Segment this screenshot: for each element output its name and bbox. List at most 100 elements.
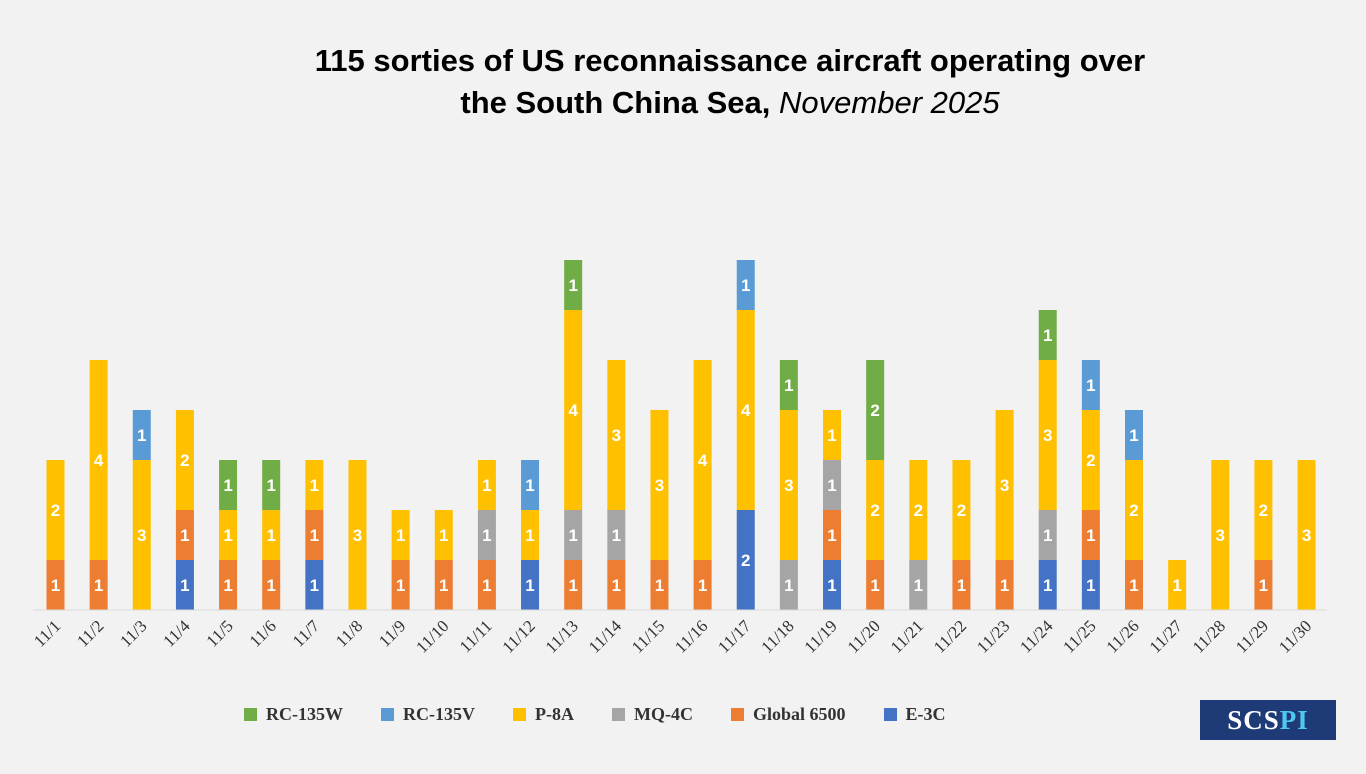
data-label-global-6500-11-23: 1 <box>1000 576 1009 595</box>
legend-item-rc-135v: RC-135V <box>381 704 475 725</box>
x-tick-11-22: 11/22 <box>930 616 970 656</box>
data-label-p-8a-11-11: 1 <box>482 476 491 495</box>
data-label-global-6500-11-9: 1 <box>396 576 405 595</box>
bar-e-3c-11-19 <box>823 560 842 610</box>
data-label-p-8a-11-21: 2 <box>914 501 923 520</box>
bar-e-3c-11-12 <box>521 560 540 610</box>
logo-main: SCS <box>1227 704 1280 735</box>
data-label-global-6500-11-2: 1 <box>94 576 103 595</box>
bar-rc-135v-11-12 <box>521 460 540 510</box>
bar-p-8a-11-11 <box>477 460 496 510</box>
data-label-global-6500-11-20: 1 <box>870 576 879 595</box>
data-label-rc-135v-11-25: 1 <box>1086 376 1095 395</box>
x-tick-11-24: 11/24 <box>1016 616 1057 657</box>
data-label-mq-4c-11-18: 1 <box>784 576 793 595</box>
bar-mq-4c-11-18 <box>779 560 798 610</box>
legend-swatch-e-3c <box>883 708 897 721</box>
data-label-p-8a-11-27: 1 <box>1172 576 1181 595</box>
data-label-mq-4c-11-24: 1 <box>1043 526 1052 545</box>
data-label-global-6500-11-29: 1 <box>1259 576 1268 595</box>
bar-global-6500-11-29 <box>1254 560 1273 610</box>
bar-p-8a-11-25 <box>1081 410 1100 510</box>
x-tick-11-27: 11/27 <box>1146 616 1187 657</box>
bar-mq-4c-11-11 <box>477 510 496 560</box>
data-label-rc-135w-11-24: 1 <box>1043 326 1052 345</box>
data-label-mq-4c-11-13: 1 <box>568 526 577 545</box>
data-label-global-6500-11-16: 1 <box>698 576 707 595</box>
bar-global-6500-11-14 <box>607 560 626 610</box>
bar-global-6500-11-2 <box>89 560 108 610</box>
bars-group: 1 2 1 4 3 1 1 1 2 1 1 1 1 1 1 1 1 1 3 1 1 1 1 1 1 1 1 1 1 1 1 4 1 1 1 3 1 3 1 4… <box>46 260 1316 610</box>
bar-p-8a-11-2 <box>89 360 108 560</box>
x-tick-11-21: 11/21 <box>887 616 927 656</box>
data-label-p-8a-11-3: 3 <box>137 526 146 545</box>
data-label-p-8a-11-14: 3 <box>612 426 621 445</box>
legend-swatch-rc-135v <box>381 708 394 721</box>
x-tick-11-23: 11/23 <box>973 616 1013 656</box>
x-tick-11-12: 11/12 <box>498 616 538 656</box>
title-line-2: the South China Sea, November 2025 <box>0 82 1366 124</box>
legend-swatch-p-8a <box>513 708 526 721</box>
data-label-e-3c-11-19: 1 <box>827 576 836 595</box>
bar-global-6500-11-20 <box>866 560 885 610</box>
title-line-2-main: the South China Sea, <box>460 85 780 120</box>
bar-p-8a-11-23 <box>995 410 1014 560</box>
title-line-1: 115 sorties of US reconnaissance aircraf… <box>314 43 1146 78</box>
data-label-p-8a-11-9: 1 <box>396 526 405 545</box>
data-label-rc-135v-11-3: 1 <box>137 426 146 445</box>
data-label-global-6500-11-22: 1 <box>957 576 966 595</box>
data-label-rc-135w-11-18: 1 <box>784 376 793 395</box>
data-label-global-6500-11-5: 1 <box>223 576 232 595</box>
data-label-rc-135v-11-17: 1 <box>741 276 750 295</box>
data-label-p-8a-11-5: 1 <box>223 526 232 545</box>
data-label-e-3c-11-17: 2 <box>741 551 750 570</box>
bar-p-8a-11-18 <box>779 410 798 560</box>
data-label-p-8a-11-2: 4 <box>94 451 104 470</box>
data-label-p-8a-11-16: 4 <box>698 451 708 470</box>
x-tick-11-16: 11/16 <box>671 616 711 656</box>
scspi-logo: SCS PI <box>1200 700 1336 740</box>
bar-mq-4c-11-19 <box>823 460 842 510</box>
data-label-p-8a-11-30: 3 <box>1302 526 1311 545</box>
bar-global-6500-11-26 <box>1125 560 1143 610</box>
bar-p-8a-11-13 <box>564 310 583 510</box>
bar-mq-4c-11-24 <box>1038 510 1057 560</box>
bar-global-6500-11-23 <box>995 560 1014 610</box>
bar-p-8a-11-12 <box>521 510 540 560</box>
x-tick-11-10: 11/10 <box>412 616 452 656</box>
data-label-global-6500-11-10: 1 <box>439 576 448 595</box>
data-label-e-3c-11-4: 1 <box>180 576 189 595</box>
bar-rc-135v-11-3 <box>132 410 151 460</box>
data-label-p-8a-11-24: 3 <box>1043 426 1052 445</box>
x-tick-11-2: 11/2 <box>73 616 107 650</box>
bar-p-8a-11-22 <box>952 460 971 560</box>
bar-p-8a-11-7 <box>305 460 324 510</box>
data-label-global-6500-11-7: 1 <box>310 526 319 545</box>
x-tick-11-7: 11/7 <box>289 616 324 651</box>
legend-item-mq-4c: MQ-4C <box>612 704 693 725</box>
logo-accent: PI <box>1279 704 1309 735</box>
x-tick-11-5: 11/5 <box>203 616 237 650</box>
bar-e-3c-11-25 <box>1081 560 1100 610</box>
data-label-p-8a-11-18: 3 <box>784 476 793 495</box>
data-label-p-8a-11-4: 2 <box>180 451 189 470</box>
bar-p-8a-11-29 <box>1254 460 1273 560</box>
bar-e-3c-11-4 <box>175 560 194 610</box>
data-label-rc-135w-11-13: 1 <box>568 276 577 295</box>
bar-p-8a-11-6 <box>262 510 281 560</box>
data-label-p-8a-11-19: 1 <box>827 426 836 445</box>
x-tick-11-30: 11/30 <box>1275 616 1315 656</box>
data-label-p-8a-11-26: 2 <box>1129 501 1138 520</box>
data-label-global-6500-11-26: 1 <box>1129 576 1138 595</box>
bar-global-6500-11-16 <box>693 560 712 610</box>
data-label-rc-135v-11-26: 1 <box>1129 426 1138 445</box>
legend-item-e-3c: E-3C <box>883 704 946 725</box>
data-label-global-6500-11-1: 1 <box>51 576 60 595</box>
bar-p-8a-11-20 <box>866 460 885 560</box>
data-label-p-8a-11-15: 3 <box>655 476 664 495</box>
bar-global-6500-11-4 <box>175 510 194 560</box>
data-label-global-6500-11-13: 1 <box>568 576 577 595</box>
chart-title: 115 sorties of US reconnaissance aircraf… <box>0 40 1366 124</box>
bar-global-6500-11-19 <box>823 510 842 560</box>
